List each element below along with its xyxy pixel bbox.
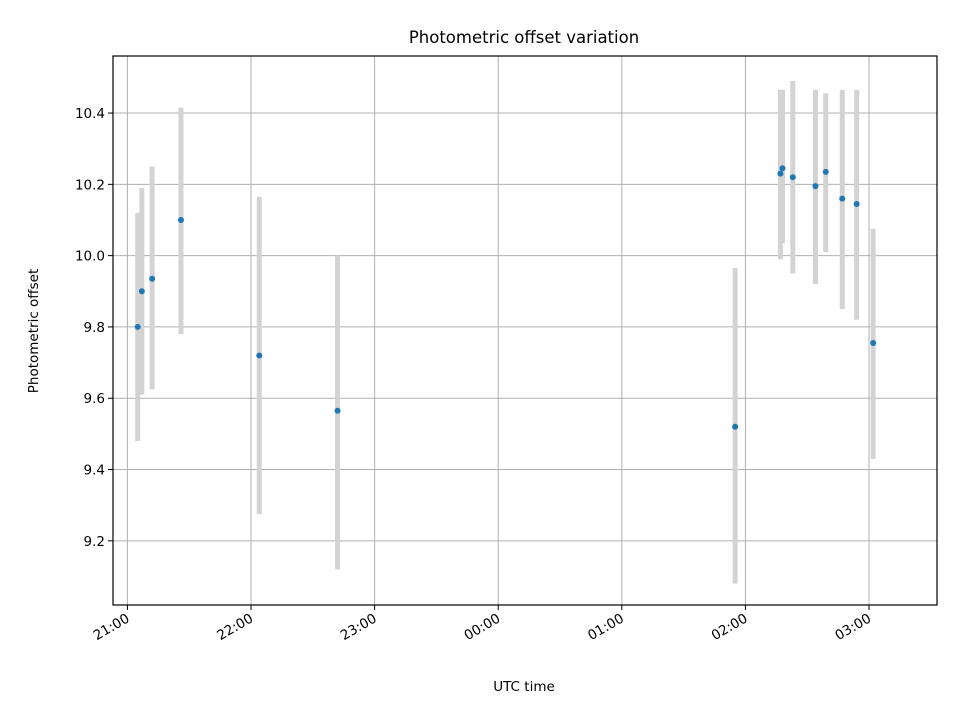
y-axis-ticks: 9.2 9.4 9.6 9.8 10.0 10.2 10.4 [75, 106, 113, 550]
data-point [789, 174, 796, 181]
y-tick-label: 9.4 [84, 463, 105, 479]
data-point [177, 216, 184, 223]
y-tick-label: 10.2 [75, 177, 105, 193]
data-point [822, 168, 829, 175]
data-point [779, 165, 786, 172]
y-tick-label: 9.6 [84, 391, 105, 407]
data-point [334, 407, 341, 414]
chart-title: Photometric offset variation [409, 28, 639, 47]
y-tick-label: 10.0 [75, 249, 105, 265]
data-point [839, 195, 846, 202]
y-tick-label: 9.8 [84, 320, 105, 336]
data-point [812, 183, 819, 190]
data-point [853, 200, 860, 207]
data-point [777, 170, 784, 177]
y-axis-label: Photometric offset [26, 269, 42, 393]
grid-lines [113, 56, 937, 605]
data-point [149, 275, 156, 282]
y-tick-label: 10.4 [75, 106, 105, 122]
data-points [134, 165, 877, 430]
data-point [134, 323, 141, 330]
y-tick-label: 9.2 [84, 534, 105, 550]
data-point [732, 423, 739, 430]
x-axis-label: UTC time [493, 679, 555, 695]
plot-frame [112, 55, 938, 606]
data-point [138, 288, 145, 295]
data-point [256, 352, 263, 359]
data-point [870, 339, 877, 346]
